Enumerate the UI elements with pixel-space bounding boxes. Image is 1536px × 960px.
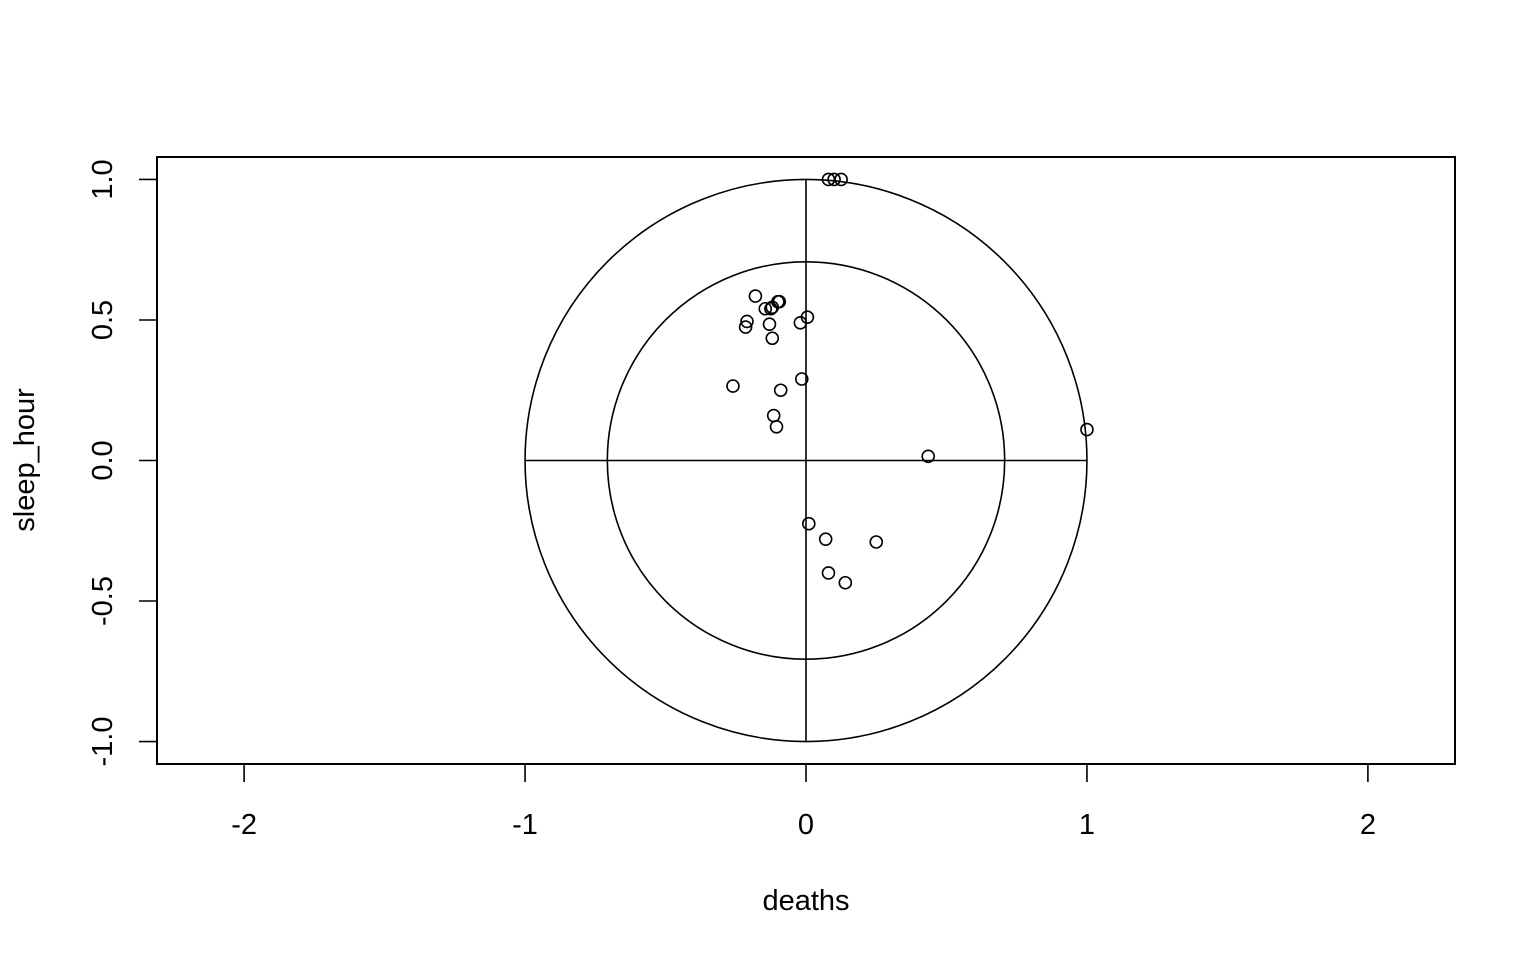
data-point-17 [765,331,780,346]
data-point-14 [740,314,754,329]
data-point-13 [765,300,780,315]
data-point-26 [821,566,836,580]
x-tick-label-3: 0 [798,809,814,841]
data-point-2 [827,172,841,187]
data-point-27 [838,575,853,590]
data-point-20 [773,383,788,398]
x-tick-label-2: -1 [512,809,538,841]
data-point-8 [748,289,763,303]
data-point-24 [818,532,833,546]
data-point-11 [758,301,773,316]
y-tick-label-4: 0.5 [87,300,119,340]
data-point-19 [726,379,740,393]
x-axis-title: deaths [762,885,849,917]
data-point-3 [834,172,848,187]
plot-marks [524,172,1094,743]
y-tick-label-3: 0.0 [87,440,119,480]
y-tick-label-5: 1.0 [87,159,119,199]
data-point-12 [764,301,778,316]
data-point-18 [794,372,809,386]
data-point-4 [1080,422,1094,437]
y-tick-label-1: -1.0 [87,717,119,767]
x-tick-label-5: 2 [1360,809,1376,841]
data-point-7 [793,316,808,330]
data-point-25 [869,535,884,549]
y-tick-label-2: -0.5 [87,576,119,626]
data-point-22 [769,419,784,434]
x-tick-label-1: -2 [231,809,257,841]
data-point-5 [921,449,936,464]
x-tick-label-4: 1 [1079,809,1095,841]
y-axis-title: sleep_hour [9,388,41,532]
data-point-16 [762,317,777,332]
data-point-23 [802,516,816,531]
data-point-15 [738,320,753,334]
